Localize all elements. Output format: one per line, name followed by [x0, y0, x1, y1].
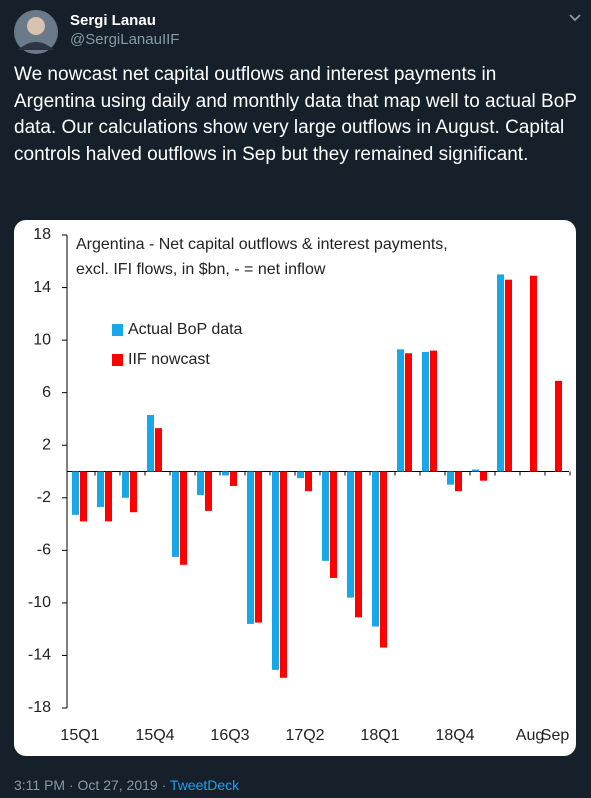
user-name[interactable]: Sergi Lanau — [70, 12, 156, 29]
timestamp[interactable]: 3:11 PM · Oct 27, 2019 — [14, 777, 158, 793]
bar — [480, 471, 487, 481]
y-tick-label: -6 — [37, 542, 51, 559]
bar — [230, 471, 237, 486]
x-tick-label: 18Q1 — [360, 727, 399, 744]
x-tick-label: Sep — [541, 727, 570, 744]
x-tick-label: Aug — [516, 727, 544, 744]
chart-title: excl. IFI flows, in $bn, - = net inflow — [76, 261, 326, 278]
bar — [355, 471, 362, 618]
y-tick-label: 14 — [33, 279, 51, 296]
bar — [530, 275, 537, 472]
bar — [455, 471, 462, 492]
x-tick-label: 15Q1 — [60, 727, 99, 744]
bar — [380, 471, 387, 648]
bar — [155, 428, 162, 472]
user-handle[interactable]: @SergiLanauIIF — [70, 31, 180, 48]
bar — [72, 471, 79, 515]
bar — [322, 471, 329, 561]
bar — [430, 350, 437, 472]
bar — [197, 471, 204, 496]
menu-chevron[interactable] — [569, 14, 581, 22]
x-tick-label: 18Q4 — [435, 727, 474, 744]
header-icons — [14, 10, 581, 54]
bar — [280, 471, 287, 678]
x-tick-label: 15Q4 — [135, 727, 174, 744]
legend-label: Actual BoP data — [128, 321, 243, 338]
bar — [505, 279, 512, 472]
bar — [130, 471, 137, 513]
chart-title: Argentina - Net capital outflows & inter… — [76, 236, 448, 253]
legend-swatch — [112, 324, 123, 336]
bar — [147, 415, 154, 472]
bar — [247, 471, 254, 624]
legend-label: IIF nowcast — [128, 351, 210, 368]
bar — [330, 471, 337, 578]
bar — [347, 471, 354, 598]
x-tick-label: 17Q2 — [285, 727, 324, 744]
source[interactable]: TweetDeck — [169, 777, 240, 793]
y-tick-label: 6 — [42, 384, 51, 401]
bar — [255, 471, 262, 623]
y-tick-label: -2 — [37, 489, 51, 506]
legend-swatch — [112, 354, 123, 366]
bar — [272, 471, 279, 670]
y-tick-label: 10 — [33, 331, 51, 348]
bar — [372, 471, 379, 627]
y-tick-label: 2 — [42, 436, 51, 453]
x-tick-label: 16Q3 — [210, 727, 249, 744]
bar — [305, 471, 312, 492]
y-tick-label: -18 — [28, 699, 51, 716]
bar — [497, 274, 504, 472]
bar — [80, 471, 87, 522]
bar — [180, 471, 187, 565]
bar — [422, 351, 429, 472]
chart[interactable]: Argentina - Net capital outflows & inter… — [14, 220, 576, 756]
bar — [205, 471, 212, 511]
bar — [172, 471, 179, 557]
tweet-footer: 3:11 PM · Oct 27, 2019 · TweetDeck — [14, 777, 240, 793]
bar — [222, 471, 229, 476]
bar — [105, 471, 112, 522]
y-tick-label: -14 — [28, 647, 51, 664]
bar — [97, 471, 104, 507]
bar — [397, 349, 404, 472]
y-tick-label: -10 — [28, 594, 51, 611]
y-tick-label: 18 — [33, 226, 51, 243]
bar — [447, 471, 454, 485]
bar — [122, 471, 129, 498]
bar — [472, 469, 479, 472]
bar — [555, 380, 562, 472]
tweet-text: We nowcast net capital outflows and inte… — [14, 64, 577, 165]
bar — [297, 471, 304, 479]
bar — [405, 353, 412, 472]
